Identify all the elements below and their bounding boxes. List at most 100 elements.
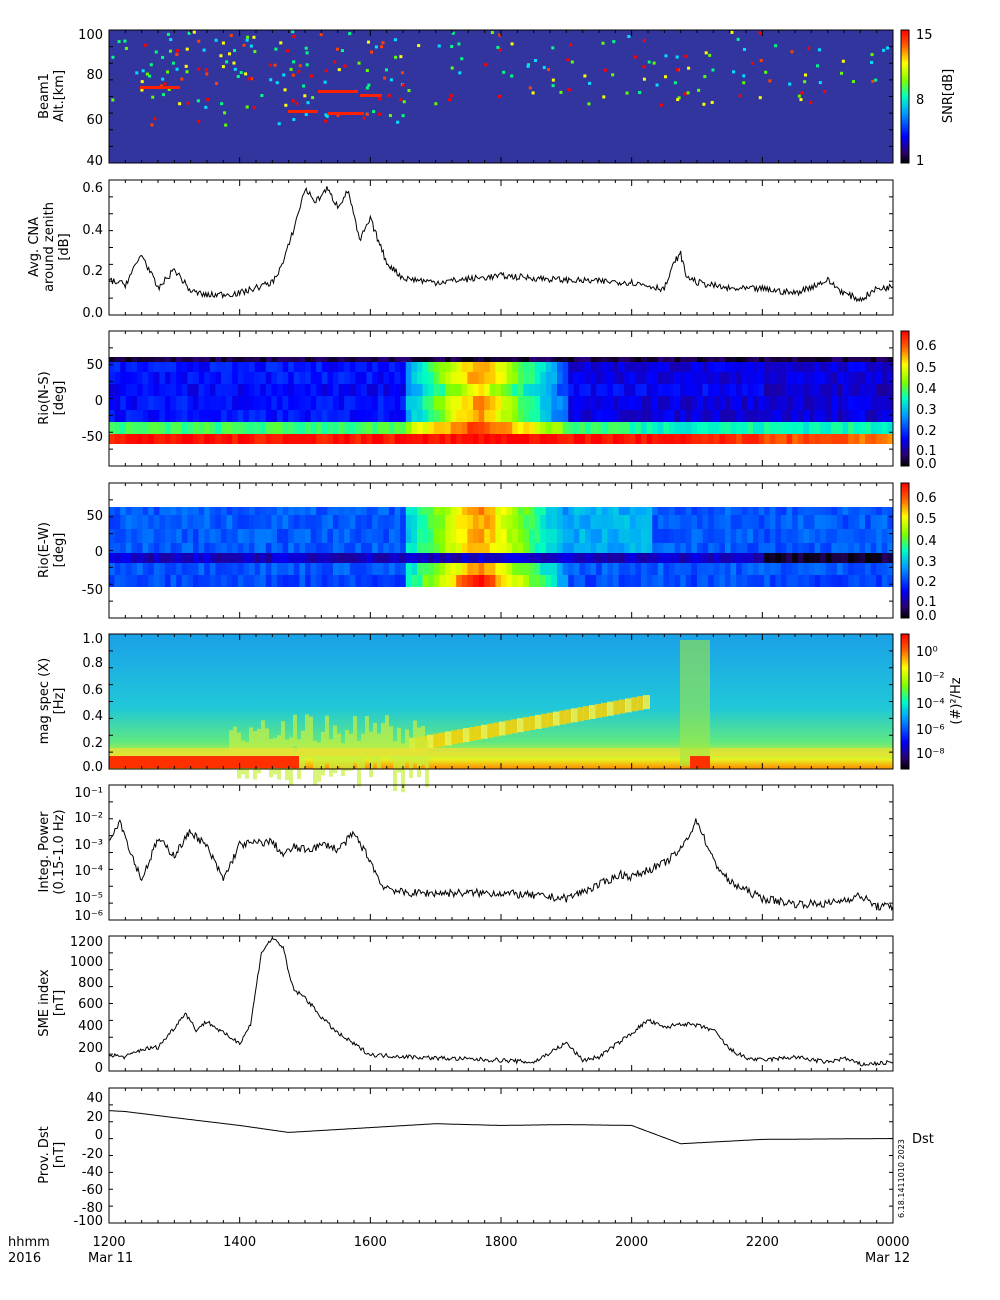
heat-cell — [445, 434, 451, 444]
beam1-cell — [686, 91, 690, 95]
heat-cell — [400, 515, 407, 529]
heat-cell — [221, 422, 227, 434]
heat-cell — [629, 434, 636, 444]
beam1-cell — [703, 75, 707, 79]
heat-cell — [786, 553, 793, 563]
heat-cell — [377, 410, 384, 422]
heat-cell — [669, 422, 675, 434]
heat-cell — [837, 529, 843, 543]
heat-cell — [736, 357, 743, 362]
heat-cell — [478, 575, 485, 587]
heat-cell — [629, 362, 636, 372]
heat-cell — [669, 372, 675, 384]
sme-ytick: 0 — [95, 1061, 103, 1076]
heat-cell — [837, 410, 843, 422]
beam1-cell — [306, 101, 310, 105]
heat-cell — [702, 396, 709, 410]
heat-cell — [366, 362, 373, 372]
heat-cell — [747, 507, 754, 515]
heat-cell — [534, 563, 541, 575]
heat-cell — [775, 396, 782, 410]
heat-cell — [316, 529, 323, 543]
heat-cell — [663, 507, 670, 515]
mag-spec-band — [601, 702, 608, 717]
heat-cell — [646, 362, 653, 372]
heat-cell — [691, 396, 698, 410]
heat-cell — [517, 543, 524, 553]
heat-cell — [176, 434, 183, 444]
heat-cell — [848, 563, 855, 575]
beam1-cell — [295, 102, 299, 106]
beam1-cell — [750, 61, 754, 65]
heat-cell — [747, 515, 754, 529]
beam1-cell — [123, 39, 127, 43]
heat-cell — [243, 396, 250, 410]
heat-cell — [820, 575, 827, 587]
heat-cell — [478, 396, 485, 410]
rio-ew-cbar-tick: 0.4 — [916, 534, 937, 549]
heat-cell — [389, 362, 395, 372]
beam1-cell — [559, 90, 563, 94]
heat-cell — [473, 543, 479, 553]
heat-cell — [669, 575, 675, 587]
beam1-cell — [510, 74, 514, 78]
heat-cell — [321, 384, 328, 396]
mag-spec-band — [577, 707, 584, 722]
heat-cell — [170, 553, 177, 563]
heat-cell — [652, 357, 659, 362]
heat-cell — [271, 529, 278, 543]
heat-cell — [848, 372, 855, 384]
heat-cell — [249, 384, 255, 396]
heat-cell — [361, 515, 367, 529]
heat-cell — [215, 372, 222, 384]
heat-cell — [478, 563, 485, 575]
beam1-cell — [841, 59, 845, 63]
heat-cell — [265, 515, 272, 529]
heat-cell — [657, 575, 664, 587]
heat-cell — [159, 529, 166, 543]
heat-cell — [232, 507, 239, 515]
beam1-cell — [797, 94, 801, 98]
heat-cell — [685, 422, 692, 434]
beam1-cell — [163, 82, 167, 86]
heat-cell — [316, 563, 323, 575]
heat-cell — [568, 357, 575, 362]
heat-cell — [461, 384, 468, 396]
heat-cell — [293, 372, 300, 384]
heat-cell — [501, 362, 507, 372]
heat-cell — [568, 372, 575, 384]
heat-cell — [489, 543, 496, 553]
heat-cell — [411, 434, 418, 444]
heat-cell — [859, 434, 866, 444]
heat-cell — [618, 529, 625, 543]
beam1-cell — [742, 74, 746, 78]
heat-cell — [249, 575, 255, 587]
heat-cell — [725, 515, 731, 529]
heat-cell — [747, 563, 754, 575]
heat-cell — [338, 410, 345, 422]
heat-cell — [697, 362, 703, 372]
heat-cell — [517, 563, 524, 575]
heat-cell — [719, 515, 726, 529]
heat-cell — [114, 507, 121, 515]
heat-cell — [422, 396, 429, 410]
heat-cell — [282, 543, 289, 553]
heat-cell — [876, 357, 883, 362]
heat-cell — [501, 422, 507, 434]
heat-cell — [685, 434, 692, 444]
heat-cell — [221, 384, 227, 396]
beam1-cell — [732, 70, 736, 74]
heat-cell — [596, 575, 603, 587]
heat-cell — [293, 410, 300, 422]
beam1-cell — [874, 78, 878, 82]
heat-cell — [226, 563, 233, 575]
heat-cell — [646, 434, 653, 444]
heat-cell — [573, 357, 580, 362]
beam1-cell — [551, 78, 555, 82]
time-row-label: hhmm — [8, 1235, 50, 1250]
heat-cell — [131, 384, 138, 396]
heat-cell — [512, 515, 519, 529]
beam1-heatmap-bg — [109, 30, 893, 163]
beam1-cell — [279, 41, 283, 45]
heat-cell — [741, 396, 748, 410]
